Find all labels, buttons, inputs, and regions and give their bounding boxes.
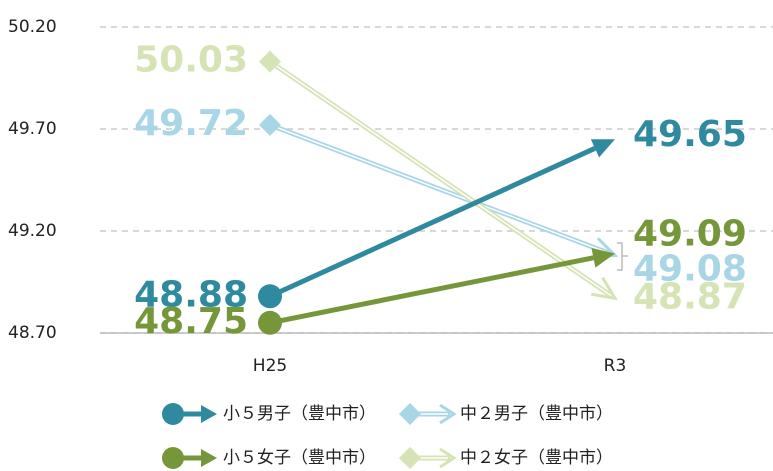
value-label: 48.87 [633,276,747,317]
marker [259,113,281,136]
value-label: 48.88 [134,274,248,315]
arrowhead [590,276,618,301]
value-label: 49.65 [633,114,747,155]
value-label: 49.72 [134,103,248,144]
legend-label: 中２男子（豊中市） [460,404,613,424]
series-line [268,146,597,299]
y-tick-label: 48.70 [8,323,57,343]
value-label: 50.03 [134,40,248,81]
bracket [617,242,628,271]
x-tick-label: H25 [253,356,287,376]
legend-arrow [201,405,217,423]
legend-label: 小５男子（豊中市） [223,404,376,424]
marker [258,310,282,335]
y-tick-label: 49.20 [8,221,57,241]
series-line-inner [269,124,612,255]
series-line-inner [269,61,613,297]
legend-marker [399,447,421,469]
y-tick-label: 49.70 [8,119,57,139]
legend-marker [162,447,184,469]
x-tick-label: R3 [604,356,627,376]
legend-marker [162,403,184,425]
legend-label: 中２女子（豊中市） [460,448,613,468]
legend-marker [399,403,421,425]
marker [258,284,282,309]
legend-arrow [439,447,457,469]
value-label: 49.08 [633,248,747,289]
legend-arrow [439,403,457,425]
series-line [269,255,594,326]
value-label: 49.09 [633,213,747,254]
marker [259,50,281,73]
arrowhead [591,247,615,268]
legend-arrow [201,449,217,467]
y-tick-label: 50.20 [8,17,57,37]
value-label: 48.75 [134,301,248,342]
arrowhead [590,139,615,158]
legend-label: 小５女子（豊中市） [223,448,376,468]
